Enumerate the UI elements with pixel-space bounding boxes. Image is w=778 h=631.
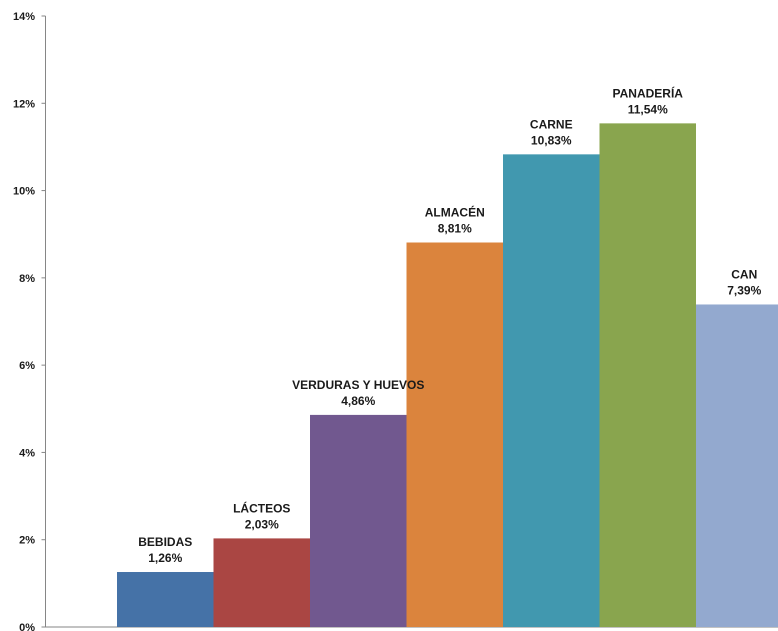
y-tick-label: 12%	[13, 98, 35, 110]
bar-0	[117, 572, 214, 627]
bar-value-label: 4,86%	[341, 394, 375, 408]
bar-1	[213, 538, 310, 627]
bar-category-label: LÁCTEOS	[233, 500, 290, 515]
bar-value-label: 11,54%	[628, 102, 668, 116]
bar-3	[406, 242, 503, 628]
bar-5	[599, 123, 696, 628]
y-tick-label: 6%	[19, 360, 35, 372]
bars	[117, 123, 778, 628]
bar-category-label: CAN	[731, 267, 757, 281]
y-tick-label: 10%	[13, 186, 35, 198]
y-tick-label: 8%	[19, 273, 35, 285]
y-tick-label: 0%	[19, 622, 35, 631]
y-tick-label: 14%	[13, 11, 35, 23]
bar-category-label: VERDURAS Y HUEVOS	[292, 378, 424, 392]
bar-6	[696, 304, 778, 627]
bar-category-label: BEBIDAS	[138, 535, 192, 549]
bar-value-label: 1,26%	[148, 551, 182, 565]
y-tick-label: 2%	[19, 535, 35, 547]
bar-category-label: ALMACÉN	[425, 205, 485, 220]
bar-value-label: 7,39%	[727, 283, 761, 297]
bar-category-label: CARNE	[530, 117, 573, 131]
bar-4	[503, 154, 600, 628]
bar-labels: BEBIDAS 1,26% LÁCTEOS 2,03% VERDURAS Y HUEVO…	[138, 85, 761, 565]
bar-value-label: 8,81%	[438, 222, 472, 236]
bar-category-label: PANADERÍA	[613, 85, 684, 100]
bar-value-label: 10,83%	[531, 133, 572, 147]
bar-value-label: 2,03%	[245, 517, 279, 531]
y-tick-label: 4%	[19, 447, 35, 459]
bar-2	[310, 414, 407, 627]
